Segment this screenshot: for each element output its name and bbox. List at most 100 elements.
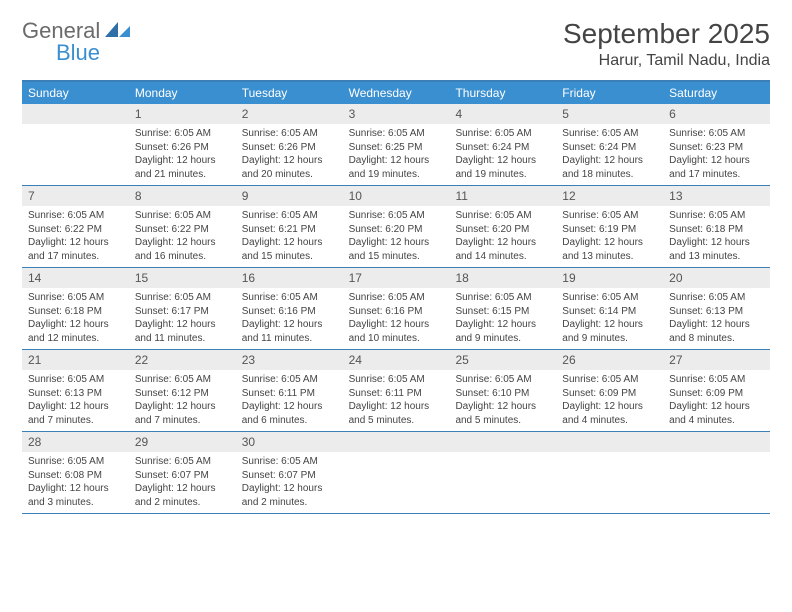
sunrise-text: Sunrise: 6:05 AM — [242, 291, 337, 305]
calendar-day: 27Sunrise: 6:05 AMSunset: 6:09 PMDayligh… — [663, 350, 770, 431]
sunset-text: Sunset: 6:20 PM — [349, 223, 444, 237]
sunrise-text: Sunrise: 6:05 AM — [242, 209, 337, 223]
sunrise-text: Sunrise: 6:05 AM — [669, 127, 764, 141]
weekday-header: Friday — [556, 82, 663, 104]
daylight-text: Daylight: 12 hours and 7 minutes. — [135, 400, 230, 427]
calendar-day: 18Sunrise: 6:05 AMSunset: 6:15 PMDayligh… — [449, 268, 556, 349]
calendar-day: 14Sunrise: 6:05 AMSunset: 6:18 PMDayligh… — [22, 268, 129, 349]
daylight-text: Daylight: 12 hours and 2 minutes. — [135, 482, 230, 509]
day-number: 23 — [236, 350, 343, 370]
day-number: 12 — [556, 186, 663, 206]
day-number: 18 — [449, 268, 556, 288]
sunset-text: Sunset: 6:19 PM — [562, 223, 657, 237]
calendar-day: 20Sunrise: 6:05 AMSunset: 6:13 PMDayligh… — [663, 268, 770, 349]
daylight-text: Daylight: 12 hours and 21 minutes. — [135, 154, 230, 181]
sunset-text: Sunset: 6:11 PM — [349, 387, 444, 401]
calendar-day: 21Sunrise: 6:05 AMSunset: 6:13 PMDayligh… — [22, 350, 129, 431]
sunrise-text: Sunrise: 6:05 AM — [242, 455, 337, 469]
day-number: 21 — [22, 350, 129, 370]
day-details: Sunrise: 6:05 AMSunset: 6:15 PMDaylight:… — [449, 288, 556, 349]
brand-logo: General Blue — [22, 18, 131, 66]
calendar-day: . — [22, 104, 129, 185]
sunrise-text: Sunrise: 6:05 AM — [349, 209, 444, 223]
sunrise-text: Sunrise: 6:05 AM — [242, 373, 337, 387]
logo-sail-icon — [105, 20, 131, 43]
calendar-day: . — [343, 432, 450, 513]
daylight-text: Daylight: 12 hours and 17 minutes. — [28, 236, 123, 263]
sunset-text: Sunset: 6:18 PM — [669, 223, 764, 237]
calendar-week: .1Sunrise: 6:05 AMSunset: 6:26 PMDayligh… — [22, 104, 770, 186]
calendar-day: 29Sunrise: 6:05 AMSunset: 6:07 PMDayligh… — [129, 432, 236, 513]
sunset-text: Sunset: 6:11 PM — [242, 387, 337, 401]
logo-word-2: Blue — [56, 40, 131, 66]
sunset-text: Sunset: 6:07 PM — [135, 469, 230, 483]
day-details — [343, 452, 450, 459]
calendar-day: 25Sunrise: 6:05 AMSunset: 6:10 PMDayligh… — [449, 350, 556, 431]
sunset-text: Sunset: 6:16 PM — [242, 305, 337, 319]
sunset-text: Sunset: 6:24 PM — [562, 141, 657, 155]
calendar-day: 22Sunrise: 6:05 AMSunset: 6:12 PMDayligh… — [129, 350, 236, 431]
calendar-day: 2Sunrise: 6:05 AMSunset: 6:26 PMDaylight… — [236, 104, 343, 185]
day-number: 5 — [556, 104, 663, 124]
calendar-day: 17Sunrise: 6:05 AMSunset: 6:16 PMDayligh… — [343, 268, 450, 349]
sunrise-text: Sunrise: 6:05 AM — [455, 373, 550, 387]
calendar-week: 14Sunrise: 6:05 AMSunset: 6:18 PMDayligh… — [22, 268, 770, 350]
calendar-day: . — [663, 432, 770, 513]
sunset-text: Sunset: 6:14 PM — [562, 305, 657, 319]
day-details: Sunrise: 6:05 AMSunset: 6:16 PMDaylight:… — [236, 288, 343, 349]
calendar-day: 1Sunrise: 6:05 AMSunset: 6:26 PMDaylight… — [129, 104, 236, 185]
sunset-text: Sunset: 6:20 PM — [455, 223, 550, 237]
day-number: . — [343, 432, 450, 452]
day-details: Sunrise: 6:05 AMSunset: 6:18 PMDaylight:… — [663, 206, 770, 267]
weekday-header-row: SundayMondayTuesdayWednesdayThursdayFrid… — [22, 82, 770, 104]
day-details: Sunrise: 6:05 AMSunset: 6:26 PMDaylight:… — [129, 124, 236, 185]
sunrise-text: Sunrise: 6:05 AM — [455, 127, 550, 141]
day-details: Sunrise: 6:05 AMSunset: 6:09 PMDaylight:… — [556, 370, 663, 431]
daylight-text: Daylight: 12 hours and 16 minutes. — [135, 236, 230, 263]
daylight-text: Daylight: 12 hours and 15 minutes. — [242, 236, 337, 263]
calendar-day: . — [556, 432, 663, 513]
month-title: September 2025 — [563, 18, 770, 50]
day-number: 26 — [556, 350, 663, 370]
calendar-day: 10Sunrise: 6:05 AMSunset: 6:20 PMDayligh… — [343, 186, 450, 267]
daylight-text: Daylight: 12 hours and 4 minutes. — [562, 400, 657, 427]
calendar-week: 28Sunrise: 6:05 AMSunset: 6:08 PMDayligh… — [22, 432, 770, 514]
calendar-day: 13Sunrise: 6:05 AMSunset: 6:18 PMDayligh… — [663, 186, 770, 267]
sunset-text: Sunset: 6:10 PM — [455, 387, 550, 401]
day-number: 30 — [236, 432, 343, 452]
sunrise-text: Sunrise: 6:05 AM — [135, 127, 230, 141]
daylight-text: Daylight: 12 hours and 3 minutes. — [28, 482, 123, 509]
day-number: 7 — [22, 186, 129, 206]
weekday-header: Tuesday — [236, 82, 343, 104]
sunrise-text: Sunrise: 6:05 AM — [562, 127, 657, 141]
sunrise-text: Sunrise: 6:05 AM — [562, 291, 657, 305]
day-details: Sunrise: 6:05 AMSunset: 6:13 PMDaylight:… — [22, 370, 129, 431]
daylight-text: Daylight: 12 hours and 18 minutes. — [562, 154, 657, 181]
day-details: Sunrise: 6:05 AMSunset: 6:11 PMDaylight:… — [343, 370, 450, 431]
sunset-text: Sunset: 6:24 PM — [455, 141, 550, 155]
day-number: 22 — [129, 350, 236, 370]
calendar-day: 28Sunrise: 6:05 AMSunset: 6:08 PMDayligh… — [22, 432, 129, 513]
calendar: SundayMondayTuesdayWednesdayThursdayFrid… — [22, 80, 770, 514]
day-details: Sunrise: 6:05 AMSunset: 6:10 PMDaylight:… — [449, 370, 556, 431]
day-details: Sunrise: 6:05 AMSunset: 6:26 PMDaylight:… — [236, 124, 343, 185]
day-details: Sunrise: 6:05 AMSunset: 6:09 PMDaylight:… — [663, 370, 770, 431]
calendar-day: 4Sunrise: 6:05 AMSunset: 6:24 PMDaylight… — [449, 104, 556, 185]
sunrise-text: Sunrise: 6:05 AM — [669, 209, 764, 223]
sunrise-text: Sunrise: 6:05 AM — [455, 291, 550, 305]
day-details: Sunrise: 6:05 AMSunset: 6:14 PMDaylight:… — [556, 288, 663, 349]
day-number: 3 — [343, 104, 450, 124]
calendar-day: 5 Sunrise: 6:05 AMSunset: 6:24 PMDaylight… — [556, 104, 663, 185]
location-subtitle: Harur, Tamil Nadu, India — [563, 52, 770, 70]
day-details — [22, 124, 129, 131]
weekday-header: Monday — [129, 82, 236, 104]
sunset-text: Sunset: 6:09 PM — [562, 387, 657, 401]
day-number: 10 — [343, 186, 450, 206]
day-number: . — [556, 432, 663, 452]
day-number: 14 — [22, 268, 129, 288]
day-details: Sunrise: 6:05 AMSunset: 6:07 PMDaylight:… — [236, 452, 343, 513]
day-number: . — [449, 432, 556, 452]
day-details: Sunrise: 6:05 AMSunset: 6:21 PMDaylight:… — [236, 206, 343, 267]
day-number: 11 — [449, 186, 556, 206]
day-number: 29 — [129, 432, 236, 452]
